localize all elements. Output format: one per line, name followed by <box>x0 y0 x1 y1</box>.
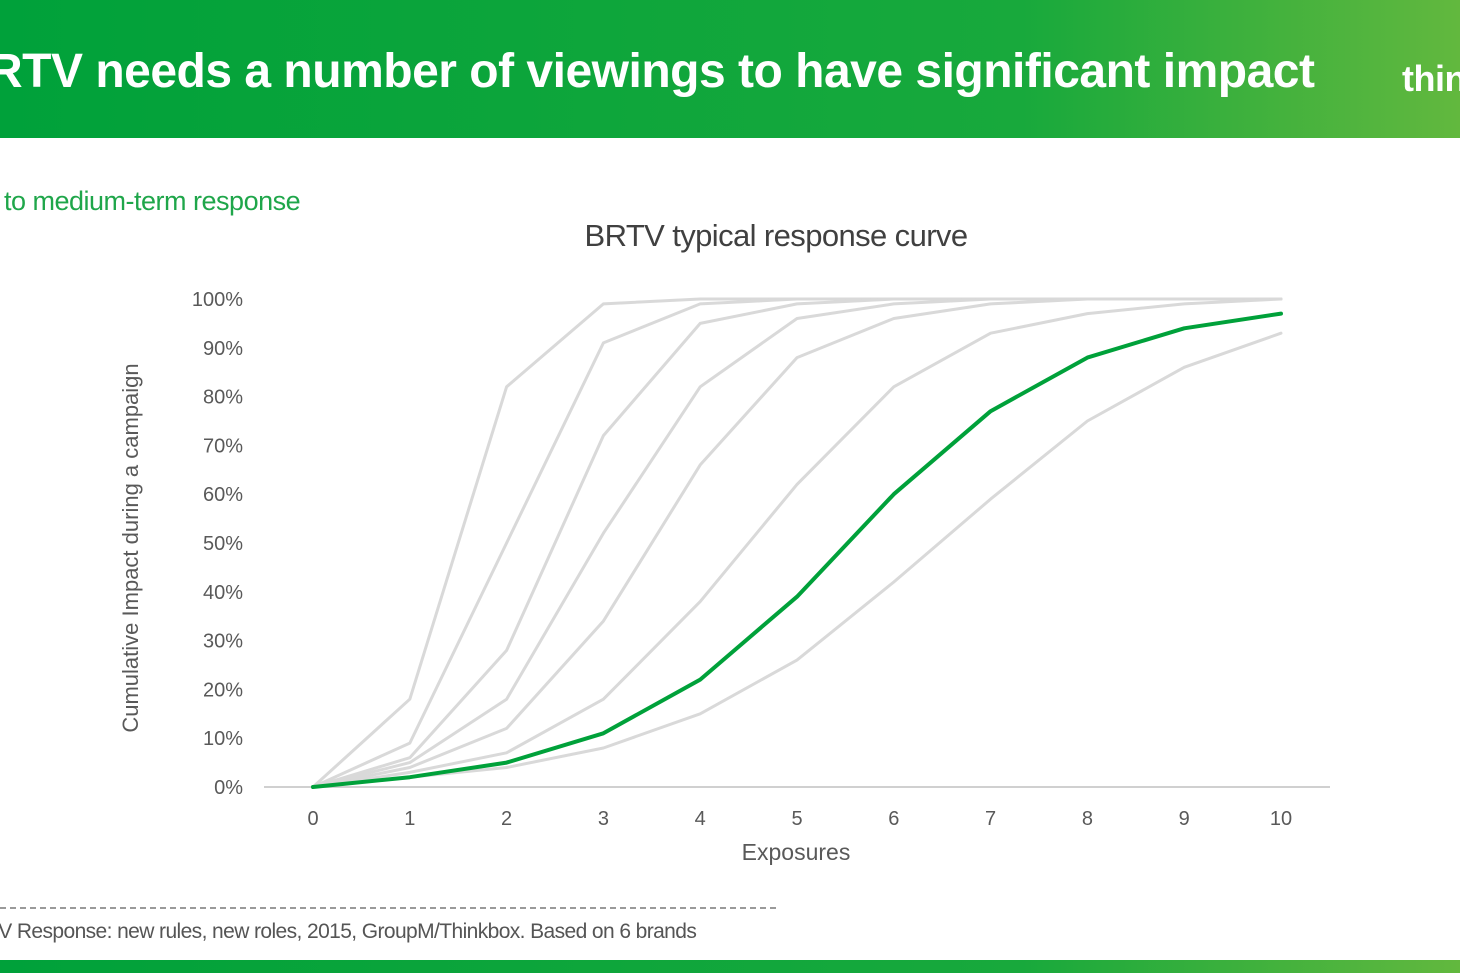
y-tick-label: 60% <box>203 484 243 506</box>
y-tick-labels: 0% 10% 20% 30% 40% 50% 60% 70% 80% 90% 100% <box>192 289 243 799</box>
brand-logo-text: thin <box>1402 58 1460 99</box>
x-tick-label: 8 <box>1082 808 1093 830</box>
x-tick-label: 9 <box>1179 808 1190 830</box>
y-tick-label: 90% <box>203 338 243 360</box>
title-banner: RTV needs a number of viewings to have s… <box>0 0 1460 138</box>
x-tick-label: 1 <box>404 808 415 830</box>
x-tick-label: 5 <box>791 808 802 830</box>
x-axis-label: Exposures <box>742 839 851 865</box>
response-curve-chart: BRTV typical response curve Cumulative I… <box>118 218 1330 865</box>
series-line <box>311 297 1283 789</box>
x-tick-label: 10 <box>1270 808 1292 830</box>
y-axis-label: Cumulative Impact during a campaign <box>118 363 143 732</box>
y-tick-label: 70% <box>203 435 243 457</box>
x-tick-label: 4 <box>695 808 706 830</box>
y-tick-label: 100% <box>192 289 243 311</box>
x-tick-label: 6 <box>888 808 899 830</box>
chart-title: BRTV typical response curve <box>585 218 968 253</box>
y-tick-label: 0% <box>214 777 243 799</box>
series-line <box>311 297 1283 789</box>
series-line <box>311 331 1283 789</box>
highlight-series-line <box>311 311 1283 789</box>
x-tick-labels: 0 1 2 3 4 5 6 7 8 9 10 <box>307 808 1292 830</box>
page-title: RTV needs a number of viewings to have s… <box>0 45 1315 98</box>
subtitle: to medium-term response <box>4 186 301 216</box>
footer-bar <box>0 960 1460 973</box>
y-tick-label: 20% <box>203 679 243 701</box>
x-tick-label: 7 <box>985 808 996 830</box>
y-tick-label: 30% <box>203 631 243 653</box>
x-tick-label: 0 <box>307 808 318 830</box>
series-lines <box>311 297 1283 789</box>
y-tick-label: 10% <box>203 728 243 750</box>
y-tick-label: 50% <box>203 533 243 555</box>
y-tick-label: 80% <box>203 387 243 409</box>
source-note: TV Response: new rules, new roles, 2015,… <box>0 920 697 943</box>
series-line <box>311 297 1283 789</box>
source-divider <box>0 907 776 909</box>
x-tick-label: 3 <box>598 808 609 830</box>
x-tick-label: 2 <box>501 808 512 830</box>
y-tick-label: 40% <box>203 582 243 604</box>
